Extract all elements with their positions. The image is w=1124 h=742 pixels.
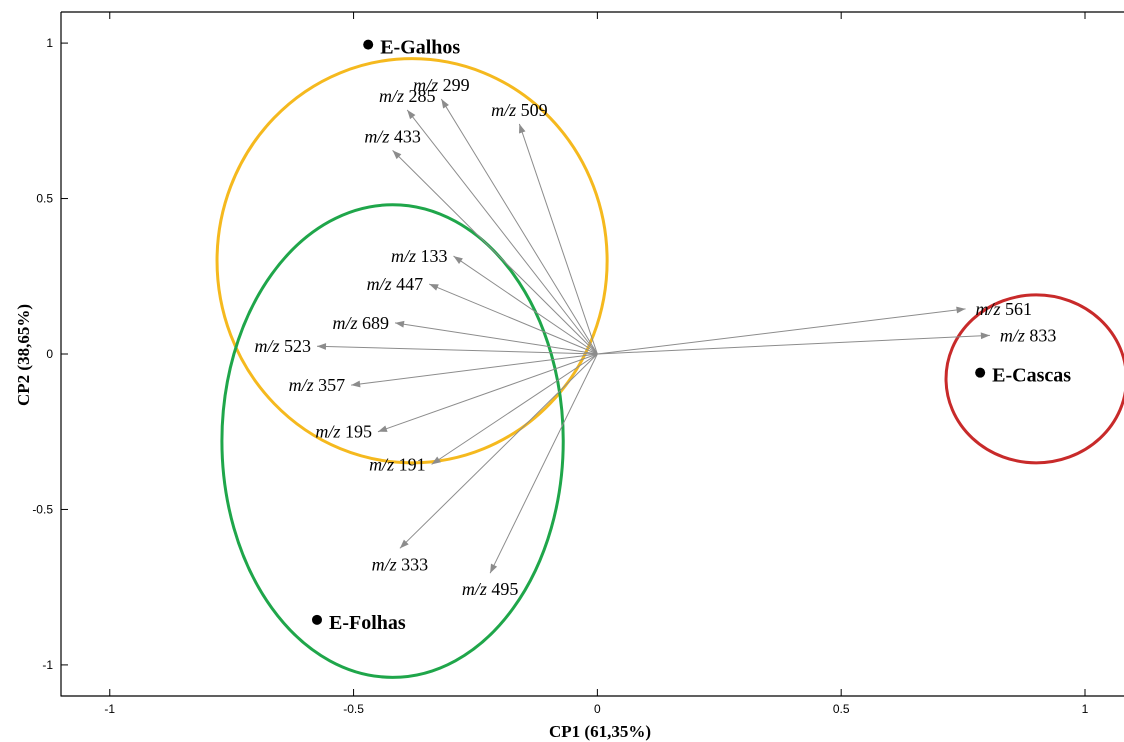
loading-vector-5: m/z 447 (367, 274, 598, 355)
loading-arrow-head (956, 306, 966, 314)
group-ellipses (215, 57, 1124, 679)
loading-label: m/z 299 (413, 75, 470, 95)
loading-vector-13: m/z 561 (597, 299, 1033, 355)
loading-arrow-head (980, 332, 990, 340)
loading-arrow-head (316, 343, 327, 350)
group-ellipse-0 (215, 57, 609, 465)
sample-point-2: E-Cascas (975, 365, 1071, 387)
loading-arrow-head (377, 425, 388, 432)
loading-label: m/z 195 (315, 422, 372, 442)
loading-label: m/z 191 (369, 454, 426, 474)
loading-label: m/z 285 (379, 86, 436, 106)
loading-arrow-head (407, 109, 416, 120)
loading-vector-9: m/z 195 (315, 353, 598, 442)
loading-label: m/z 509 (491, 100, 548, 120)
loading-arrow-head (399, 539, 409, 549)
y-tick-label: 0 (46, 347, 53, 361)
loading-arrow-head (351, 380, 361, 388)
y-tick-label: 1 (46, 36, 53, 50)
x-tick-label: -1 (104, 702, 115, 716)
loading-label: m/z 689 (333, 313, 390, 333)
loading-vector-1: m/z 299 (413, 75, 598, 355)
sample-marker (363, 39, 374, 50)
loading-vector-10: m/z 191 (369, 353, 598, 474)
y-tick-label: 0.5 (36, 192, 53, 206)
x-tick-label: 0.5 (833, 702, 850, 716)
group-ellipse-2 (944, 293, 1124, 465)
loading-vector-12: m/z 495 (462, 353, 598, 599)
loading-arrow-head (453, 256, 463, 264)
loading-vector-2: m/z 509 (491, 100, 598, 355)
sample-marker (311, 614, 322, 625)
loading-arrow-line (489, 353, 598, 574)
group-ellipse-1 (220, 203, 565, 679)
loading-arrow-line (316, 345, 598, 355)
loading-arrow-line (394, 322, 598, 355)
sample-point-0: E-Galhos (363, 37, 460, 59)
loading-arrow-line (440, 98, 598, 355)
loading-arrow-line (597, 334, 990, 355)
sample-label: E-Folhas (329, 612, 406, 634)
loading-arrow-head (519, 123, 526, 134)
sample-marker (975, 367, 986, 378)
loading-arrow-line (431, 353, 598, 465)
loading-label: m/z 433 (364, 126, 421, 146)
loading-label: m/z 561 (976, 299, 1033, 319)
loading-arrow-head (490, 563, 498, 574)
loading-label: m/z 833 (1000, 325, 1057, 345)
loading-arrow-line (406, 109, 598, 355)
loading-arrow-head (431, 456, 441, 465)
loading-vector-0: m/z 285 (379, 86, 598, 355)
sample-point-1: E-Folhas (311, 612, 406, 634)
sample-label: E-Galhos (380, 37, 460, 59)
loading-arrow-line (399, 353, 598, 549)
loading-arrow-line (518, 123, 598, 355)
loading-arrow-line (597, 308, 966, 355)
x-axis-title: CP1 (61,35%) (549, 722, 651, 741)
loading-arrow-line (377, 353, 598, 433)
y-tick-label: -0.5 (32, 502, 53, 516)
loading-arrow-head (441, 99, 449, 109)
loading-vector-7: m/z 523 (254, 336, 598, 356)
loading-label: m/z 447 (367, 274, 424, 294)
loading-arrow-line (428, 283, 598, 355)
x-tick-label: 1 (1082, 702, 1089, 716)
loading-arrow-head (392, 150, 402, 160)
loading-arrow-line (351, 353, 598, 386)
loading-label: m/z 133 (391, 246, 448, 266)
sample-points: E-Galhos E-Folhas E-Cascas (311, 37, 1071, 634)
loading-arrow-head (429, 284, 439, 291)
x-tick-label: 0 (594, 702, 601, 716)
loading-vector-11: m/z 333 (372, 353, 598, 574)
loading-arrow-head (395, 320, 405, 328)
y-tick-label: -1 (42, 658, 53, 672)
sample-label: E-Cascas (992, 365, 1071, 387)
loading-vector-14: m/z 833 (597, 325, 1057, 355)
x-tick-label: -0.5 (343, 702, 364, 716)
y-axis-title: CP2 (38,65%) (14, 304, 33, 406)
loading-vector-8: m/z 357 (289, 353, 598, 395)
loading-vector-6: m/z 689 (333, 313, 598, 355)
loading-label: m/z 523 (254, 336, 311, 356)
loading-vector-3: m/z 433 (364, 126, 598, 355)
loading-label: m/z 495 (462, 579, 519, 599)
loading-label: m/z 333 (372, 554, 429, 574)
loading-vector-4: m/z 133 (391, 246, 598, 355)
loading-arrow-line (392, 149, 598, 355)
loading-arrow-line (453, 255, 598, 355)
loading-label: m/z 357 (289, 375, 346, 395)
plot-axes: -1 -0.5 0 0.5 1 1 0.5 0 -0.5 -1 (32, 11, 1124, 716)
